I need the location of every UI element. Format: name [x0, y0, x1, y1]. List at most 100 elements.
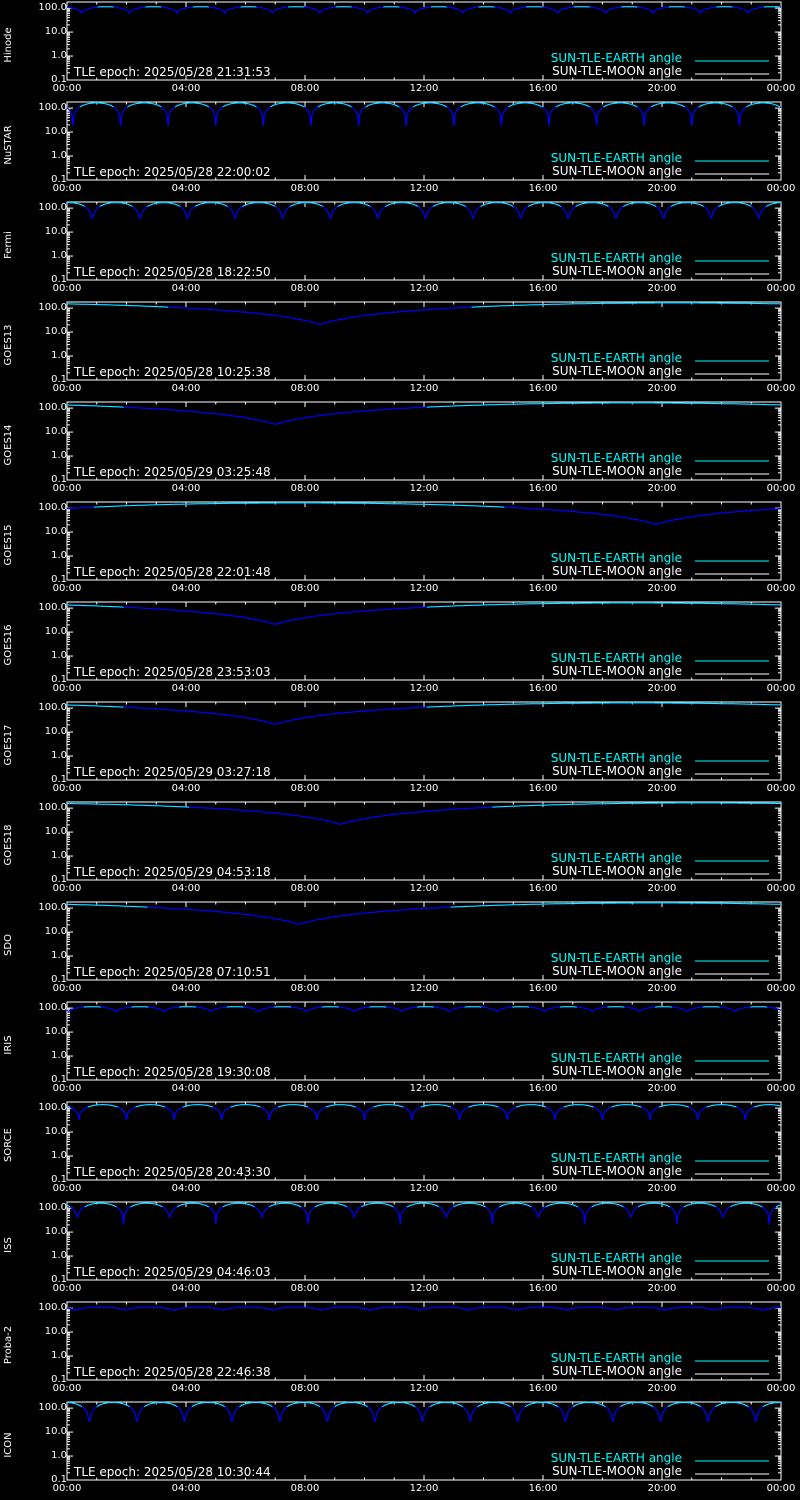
x-tick-label: 20:00: [647, 283, 677, 294]
satellite-name: IRIS: [3, 1035, 14, 1055]
x-tick-label: 04:00: [171, 1483, 201, 1494]
x-tick-label: 12:00: [409, 783, 439, 794]
tle-epoch-text: TLE epoch: 2025/05/28 22:46:38: [74, 1365, 271, 1379]
satellite-name: GOES14: [3, 424, 14, 466]
sun-tle-earth-highlight: [286, 1402, 321, 1408]
sun-tle-earth-highlight: [325, 1104, 356, 1108]
x-tick-label: 04:00: [171, 1383, 201, 1394]
y-tick-label: 0.1: [51, 474, 67, 485]
sun-tle-earth-highlight: [432, 202, 466, 207]
legend-moon-label: SUN-TLE-MOON angle: [552, 764, 682, 778]
satellite-name: Proba-2: [3, 1325, 14, 1365]
legend-moon-label: SUN-TLE-MOON angle: [552, 864, 682, 878]
x-tick-label: 20:00: [647, 1083, 677, 1094]
sun-tle-earth-highlight: [603, 102, 638, 108]
sun-tle-earth-highlight: [182, 1104, 213, 1108]
y-tick-label: 1.0: [51, 850, 67, 862]
plot-area: [66, 401, 782, 481]
legend-earth-label: SUN-TLE-EARTH angle: [550, 1151, 682, 1165]
y-tick-label: 1.0: [51, 1450, 67, 1462]
plot-area: [66, 101, 782, 181]
satellite-label: GOES18: [2, 824, 16, 865]
sun-tle-earth-highlight: [450, 902, 781, 908]
sun-tle-earth-highlight: [191, 1402, 225, 1408]
chart-panel-goes14: 00:00 04:00 08:00 12:00 16:00 20:00 00:00 100.0…: [0, 400, 800, 500]
x-tick-label: 00:00: [766, 1283, 796, 1294]
satellite-label: Proba-2: [2, 1326, 16, 1364]
sun-tle-earth-highlight: [477, 1402, 511, 1408]
sun-tle-earth-highlight: [67, 404, 124, 408]
plot-area: [66, 501, 782, 581]
sun-tle-earth-highlight: [670, 202, 704, 207]
y-tick-label: 0.1: [51, 74, 67, 85]
x-tick-label: 08:00: [290, 1483, 320, 1494]
sun-tle-earth-highlight: [460, 102, 495, 108]
x-tick-label: 12:00: [409, 183, 439, 194]
sun-tle-earth-highlight: [93, 502, 505, 508]
x-tick-label: 20:00: [647, 383, 677, 394]
x-tick-label: 00:00: [766, 683, 796, 694]
sun-tle-earth-highlight: [706, 1104, 737, 1108]
satellite-label: NuSTAR: [2, 125, 16, 164]
x-tick-label: 12:00: [409, 1383, 439, 1394]
satellite-label: GOES13: [2, 324, 16, 365]
sun-tle-earth-series: [66, 6, 782, 15]
y-tick-label: 100.0: [38, 1302, 67, 1314]
satellite-name: GOES18: [3, 824, 14, 866]
tle-epoch-text: TLE epoch: 2025/05/28 20:43:30: [74, 1165, 271, 1179]
sun-tle-earth-highlight: [698, 102, 733, 108]
legend-moon-label: SUN-TLE-MOON angle: [552, 1364, 682, 1378]
tle-epoch-text: TLE epoch: 2025/05/29 04:53:18: [74, 865, 271, 879]
satellite-label: ISS: [2, 1237, 16, 1253]
sun-tle-earth-highlight: [775, 1204, 782, 1208]
satellite-name: GOES15: [3, 524, 14, 566]
legend-moon-label: SUN-TLE-MOON angle: [552, 664, 682, 678]
y-tick-label: 0.1: [51, 274, 67, 285]
chart-panel-proba-2: 00:00 04:00 08:00 12:00 16:00 20:00 00:00 100.0…: [0, 1300, 800, 1400]
tle-epoch-text: TLE epoch: 2025/05/29 03:27:18: [74, 765, 271, 779]
tle-epoch-text: TLE epoch: 2025/05/29 04:46:03: [74, 1265, 271, 1279]
chart-panel-hinode: 00:00 04:00 08:00 12:00 16:00 20:00 00:00 100.0…: [0, 0, 800, 100]
y-tick-label: 0.1: [51, 1474, 67, 1485]
y-tick-label: 0.1: [51, 1174, 67, 1185]
x-tick-label: 20:00: [647, 983, 677, 994]
sun-tle-earth-highlight: [591, 1202, 624, 1208]
x-tick-label: 16:00: [528, 283, 558, 294]
x-tick-label: 08:00: [290, 1383, 320, 1394]
satellite-label: Fermi: [2, 231, 16, 259]
sun-tle-earth-highlight: [144, 1402, 178, 1408]
x-tick-label: 00:00: [766, 983, 796, 994]
y-tick-label: 10.0: [44, 526, 67, 538]
sun-tle-earth-highlight: [385, 202, 419, 207]
x-tick-label: 12:00: [409, 83, 439, 94]
sun-tle-earth-highlight: [499, 1202, 532, 1208]
x-tick-label: 08:00: [290, 883, 320, 894]
x-tick-label: 16:00: [528, 683, 558, 694]
plot-area: [66, 801, 782, 881]
plot-area: [66, 1, 782, 81]
sun-tle-earth-highlight: [135, 1104, 166, 1108]
sun-tle-earth-series: [66, 1006, 782, 1012]
sun-tle-earth-series: [67, 1401, 781, 1422]
sun-tle-earth-highlight: [658, 1104, 689, 1108]
x-tick-label: 12:00: [409, 1283, 439, 1294]
plot-area: [66, 1101, 782, 1181]
x-tick-label: 12:00: [409, 1183, 439, 1194]
chart-panel-goes15: 00:00 04:00 08:00 12:00 16:00 20:00 00:00 100.0…: [0, 500, 800, 600]
sun-tle-earth-highlight: [147, 202, 181, 207]
x-tick-label: 04:00: [171, 383, 201, 394]
plot-area: [66, 301, 782, 381]
sun-tle-earth-highlight: [406, 1202, 440, 1208]
sun-tle-earth-highlight: [429, 1402, 463, 1408]
chart-panel-icon: 00:00 04:00 08:00 12:00 16:00 20:00 00:00 100.0…: [0, 1400, 800, 1500]
sun-tle-earth-highlight: [278, 1104, 309, 1108]
sun-tle-earth-highlight: [730, 1202, 763, 1208]
y-tick-label: 0.1: [51, 574, 67, 585]
sun-tle-earth-highlight: [765, 202, 782, 207]
x-tick-label: 04:00: [171, 283, 201, 294]
legend-moon-label: SUN-TLE-MOON angle: [552, 364, 682, 378]
x-tick-label: 04:00: [171, 1283, 201, 1294]
x-tick-label: 16:00: [528, 1483, 558, 1494]
x-tick-label: 00:00: [52, 1183, 82, 1194]
y-tick-label: 0.1: [51, 774, 67, 785]
